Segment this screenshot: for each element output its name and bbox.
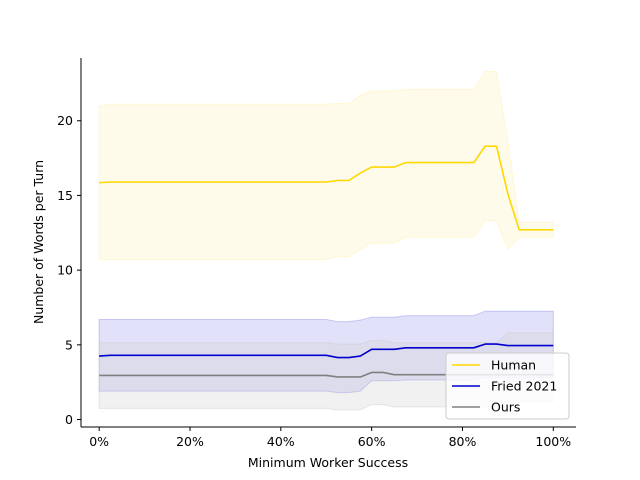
- legend-entries: Human Fried 2021 Ours: [452, 358, 557, 415]
- x-tick-label: 100%: [535, 434, 571, 449]
- legend-label: Human: [491, 358, 536, 373]
- x-axis-label: Minimum Worker Success: [248, 455, 408, 470]
- y-tick-label: 10: [57, 263, 73, 278]
- x-tick-label: 60%: [358, 434, 386, 449]
- x-tick-label: 20%: [176, 434, 204, 449]
- y-tick-label: 0: [65, 412, 73, 427]
- y-axis-label: Number of Words per Turn: [31, 160, 46, 324]
- legend-label: Ours: [491, 400, 520, 415]
- legend-label: Fried 2021: [491, 379, 557, 394]
- x-ticks: 0% 20% 40% 60% 80% 100%: [89, 427, 571, 449]
- y-tick-label: 15: [57, 188, 73, 203]
- line-series-0: [99, 145, 554, 231]
- y-tick-label: 20: [57, 113, 73, 128]
- y-tick-label: 5: [65, 337, 73, 352]
- x-tick-label: 0%: [89, 434, 109, 449]
- band-series-0: [98, 70, 554, 261]
- legend: Human Fried 2021 Ours: [445, 352, 570, 420]
- y-ticks: 0 5 10 15 20: [57, 113, 81, 427]
- legend-frame: [445, 352, 570, 420]
- confidence-bands: [98, 70, 554, 411]
- line-series-1: [99, 343, 554, 359]
- x-tick-label: 40%: [267, 434, 295, 449]
- x-tick-label: 80%: [449, 434, 477, 449]
- axes: [80, 58, 576, 428]
